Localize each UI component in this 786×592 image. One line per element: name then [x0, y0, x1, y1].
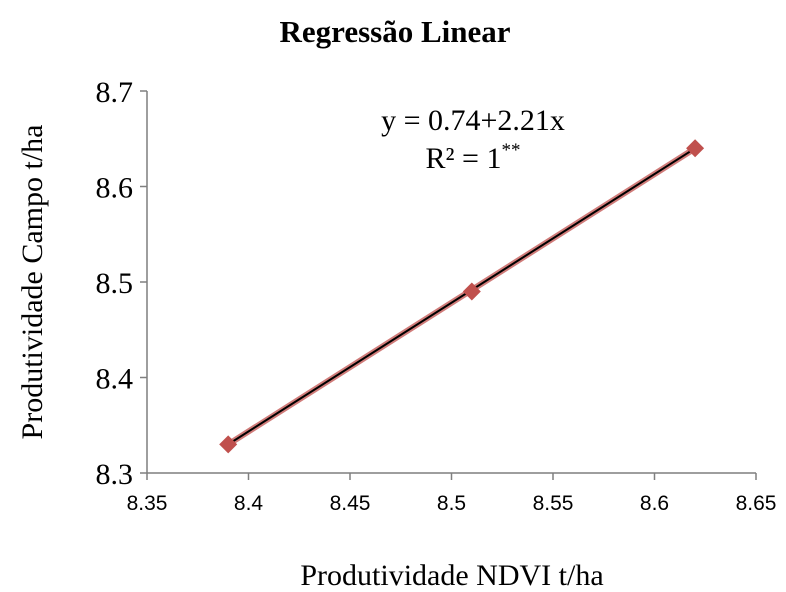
trendline-group: [226, 145, 697, 447]
significance-mark: **: [501, 140, 520, 161]
data-markers: [219, 139, 705, 454]
x-tick-label: 8.45: [330, 492, 371, 515]
x-tick-label: 8.5: [437, 492, 466, 515]
y-tick-label: 8.7: [96, 76, 134, 109]
x-tick-label: 8.55: [533, 492, 574, 515]
y-tick-label: 8.4: [96, 363, 134, 396]
data-point-marker: [686, 139, 705, 158]
x-tick-label: 8.6: [640, 492, 669, 515]
y-axis-ticks: 8.3 8.4 8.5 8.6 8.7: [96, 76, 147, 491]
x-tick-label: 8.4: [234, 492, 264, 515]
x-axis-ticks: 8.35 8.4 8.45 8.5 8.55 8.6 8.65: [127, 473, 777, 515]
y-tick-label: 8.3: [96, 458, 134, 491]
r-squared-annotation: R² = 1**: [426, 140, 521, 175]
x-tick-label: 8.65: [736, 492, 777, 515]
x-tick-label: 8.35: [127, 492, 168, 515]
data-point-marker: [219, 435, 238, 454]
data-point-marker: [462, 282, 481, 301]
chart-title: Regressão Linear: [279, 14, 510, 49]
r-squared-text: R² = 1: [426, 142, 502, 175]
x-axis-label: Produtividade NDVI t/ha: [300, 559, 603, 592]
trendline: [227, 147, 696, 446]
plot-area: 8.3 8.4 8.5 8.6 8.7 8.35 8.4 8.45 8.5 8.55 8.6 8.6…: [96, 76, 777, 515]
y-tick-label: 8.6: [96, 172, 134, 205]
regression-equation: y = 0.74+2.21x: [381, 104, 565, 137]
y-axis-label: Produtividade Campo t/ha: [16, 125, 49, 440]
y-tick-label: 8.5: [96, 267, 134, 300]
